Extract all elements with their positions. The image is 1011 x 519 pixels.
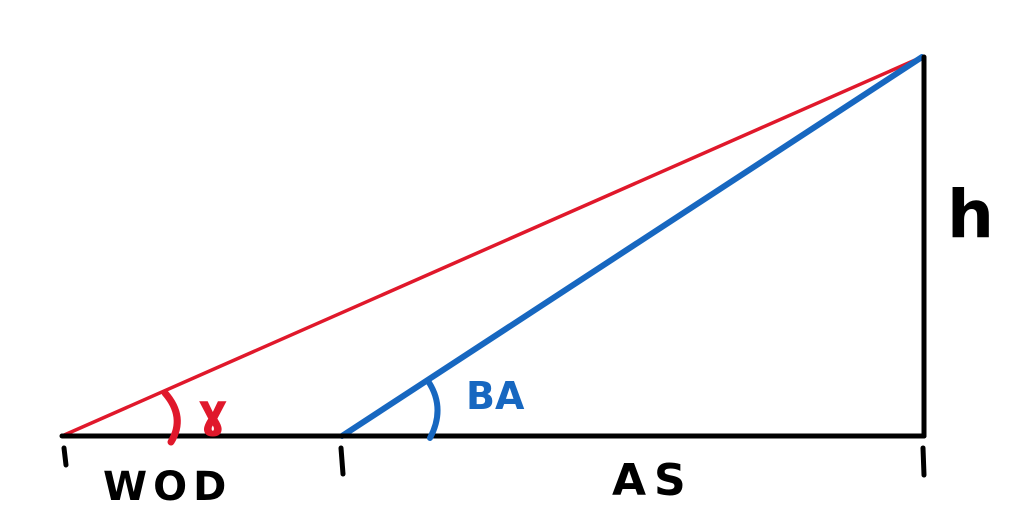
height-label: h	[947, 176, 994, 253]
red-line	[60, 55, 924, 438]
blue-angle-arc	[425, 378, 441, 441]
red-angle-label: ɣ	[198, 384, 228, 438]
middle-tick	[338, 445, 346, 477]
right-tick	[920, 445, 927, 478]
blue-angle-label: BA	[466, 374, 525, 418]
blue-line	[339, 54, 925, 439]
left-segment-label: WOD	[103, 464, 232, 510]
left-tick	[61, 445, 69, 468]
red-angle-arc	[161, 389, 181, 446]
right-segment-label: AS	[612, 455, 694, 506]
